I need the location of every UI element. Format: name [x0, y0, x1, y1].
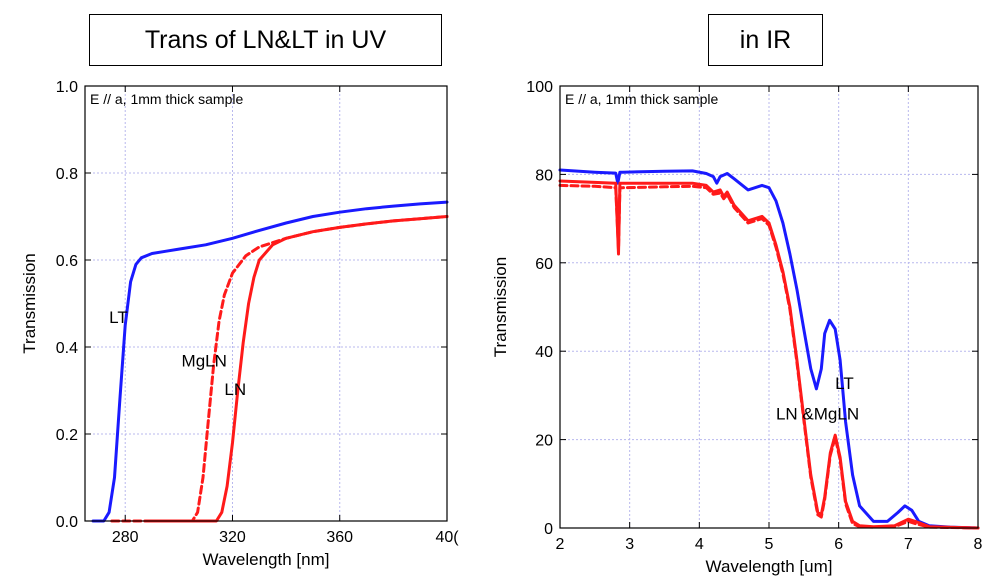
- uv-xtick-label: 40(: [435, 529, 459, 546]
- ir-xtick-label: 4: [695, 536, 704, 553]
- uv-series-label: MgLN: [182, 352, 227, 371]
- uv-series-lt: [91, 200, 449, 523]
- ir-series-label: LT: [835, 374, 854, 393]
- uv-chart-title: Trans of LN&LT in UV: [89, 14, 442, 66]
- uv-chart: 280 320 360 40( 0.0 0.2 0.4 0.6 0.8 1.0 Wavelength…: [20, 79, 459, 569]
- ir-xtick-label: 5: [765, 536, 774, 553]
- ir-ytick-label: 0: [544, 521, 553, 538]
- ir-ytick-label: 60: [535, 256, 553, 273]
- uv-ytick-label: 1.0: [56, 79, 78, 96]
- uv-series-mgln: [110, 215, 449, 523]
- uv-series-ln: [150, 215, 449, 523]
- ir-xlabel: Wavelength [um]: [706, 557, 833, 576]
- ir-series-lt: [558, 168, 980, 530]
- ir-xtick-label: 2: [556, 536, 565, 553]
- uv-plot-frame: [84, 85, 448, 522]
- ir-xtick-label: 7: [904, 536, 913, 553]
- ir-series-mgln: [558, 183, 980, 530]
- ir-annotation: E // a, 1mm thick sample: [565, 91, 718, 107]
- uv-series-label: LN: [224, 380, 246, 399]
- uv-xtick-label: 320: [219, 529, 246, 546]
- ir-chart-title: in IR: [708, 14, 823, 66]
- ir-ytick-label: 100: [526, 79, 553, 96]
- uv-ytick-label: 0.8: [56, 166, 78, 183]
- ir-series-label: LN &MgLN: [776, 405, 859, 424]
- uv-ytick-label: 0.4: [56, 340, 78, 357]
- uv-ytick-label: 0.6: [56, 253, 78, 270]
- uv-series-label: LT: [109, 308, 128, 327]
- uv-ylabel: Transmission: [20, 253, 39, 353]
- uv-xlabel: Wavelength [nm]: [203, 550, 330, 569]
- uv-ytick-label: 0.2: [56, 427, 78, 444]
- ir-ytick-label: 80: [535, 167, 553, 184]
- uv-ytick-label: 0.0: [56, 514, 78, 531]
- uv-xtick-label: 360: [326, 529, 353, 546]
- ir-xtick-label: 8: [974, 536, 983, 553]
- ir-ytick-label: 40: [535, 344, 553, 361]
- ir-ytick-label: 20: [535, 433, 553, 450]
- ir-xtick-label: 6: [834, 536, 843, 553]
- uv-annotation: E // a, 1mm thick sample: [90, 91, 243, 107]
- ir-ylabel: Transmission: [491, 257, 510, 357]
- ir-xtick-label: 3: [625, 536, 634, 553]
- uv-xtick-label: 280: [112, 529, 139, 546]
